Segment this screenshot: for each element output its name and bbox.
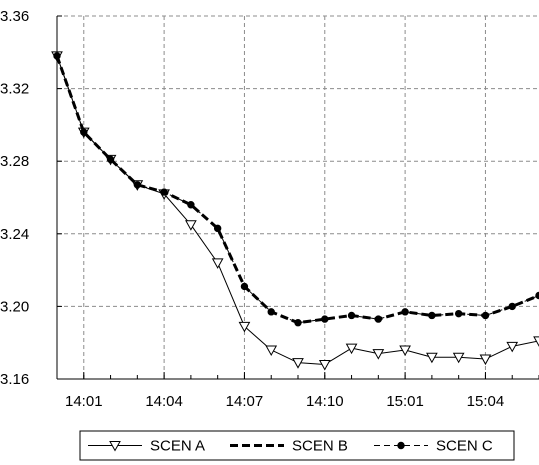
x-tick-label: 15:01: [386, 393, 424, 410]
axes: 3.16 3.20 3.24 3.28 3.32 3.36 14:01 14:04 14:07 1…: [0, 8, 539, 410]
data-point: [213, 224, 222, 233]
data-point: [454, 309, 463, 318]
legend-marker: [397, 441, 405, 450]
data-point: [294, 319, 302, 327]
data-point: [479, 354, 492, 366]
data-point: [399, 345, 411, 356]
legend-label: SCEN A: [150, 438, 205, 455]
data-point: [160, 188, 168, 196]
data-point: [452, 352, 465, 364]
y-tick-label: 3.32: [0, 81, 29, 98]
data-point: [211, 258, 224, 269]
data-point: [240, 282, 249, 291]
legend-label: SCEN C: [436, 438, 493, 455]
data-point: [426, 352, 438, 364]
legend-marker: [109, 441, 121, 452]
data-point: [238, 321, 251, 333]
data-point: [533, 336, 539, 347]
data-point: [374, 315, 383, 323]
data-point: [345, 343, 358, 355]
data-point: [187, 201, 195, 209]
x-tick-label: 14:10: [306, 393, 344, 410]
x-tick-label: 14:04: [145, 393, 183, 410]
data-point: [372, 349, 385, 360]
legend-box: [79, 430, 515, 461]
y-tick-label: 3.20: [0, 298, 29, 315]
data-point: [321, 315, 329, 323]
series-scen-c: [53, 52, 539, 327]
legend-label: SCEN B: [292, 438, 348, 455]
data-point: [508, 302, 516, 311]
data-point: [428, 311, 436, 320]
data-point: [481, 311, 490, 320]
data-point: [318, 359, 331, 371]
x-tick-label: 15:04: [467, 393, 505, 410]
legend: SCEN A SCEN B SCEN C: [79, 430, 515, 461]
data-point: [347, 311, 356, 320]
x-tick-label: 14:01: [65, 393, 103, 410]
data-point: [267, 308, 275, 316]
data-point: [292, 358, 304, 369]
y-tick-label: 3.16: [0, 371, 29, 388]
data-point: [401, 308, 409, 316]
data-point: [106, 155, 115, 164]
data-point: [185, 220, 197, 231]
y-tick-label: 3.28: [0, 153, 29, 170]
legend-item: SCEN B: [230, 438, 348, 455]
y-tick-label: 3.24: [0, 226, 29, 243]
legend-item: SCEN C: [374, 438, 493, 455]
legend-item: SCEN A: [88, 438, 205, 455]
data-point: [506, 341, 519, 353]
y-tick-label: 3.36: [0, 8, 29, 25]
data-point: [80, 128, 88, 136]
data-point: [265, 345, 278, 356]
data-point: [133, 181, 142, 189]
x-tick-label: 14:07: [226, 393, 264, 410]
